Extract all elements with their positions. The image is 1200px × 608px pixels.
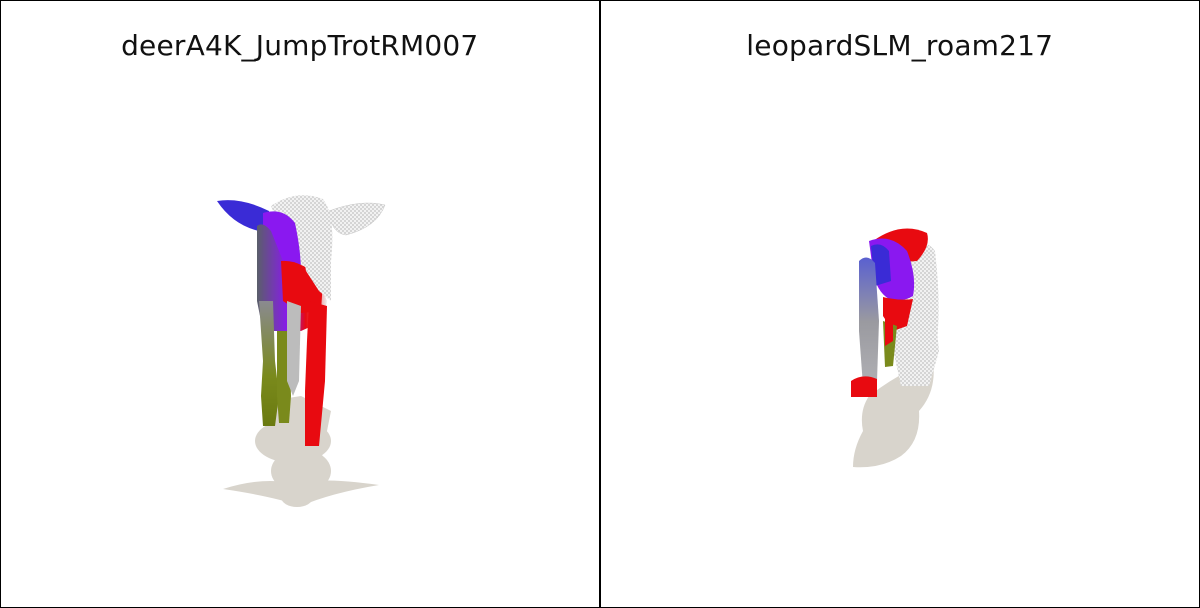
deer-shadow [223, 396, 379, 507]
panel-deer: deerA4K_JumpTrotRM007 [1, 1, 601, 607]
panel-title: deerA4K_JumpTrotRM007 [121, 29, 479, 62]
panel-title: leopardSLM_roam217 [746, 29, 1054, 62]
deer-render [217, 195, 386, 507]
leopard-shadow [852, 361, 934, 468]
leopard-render [850, 228, 939, 468]
panel-leopard: leopardSLM_roam217 [601, 1, 1200, 607]
